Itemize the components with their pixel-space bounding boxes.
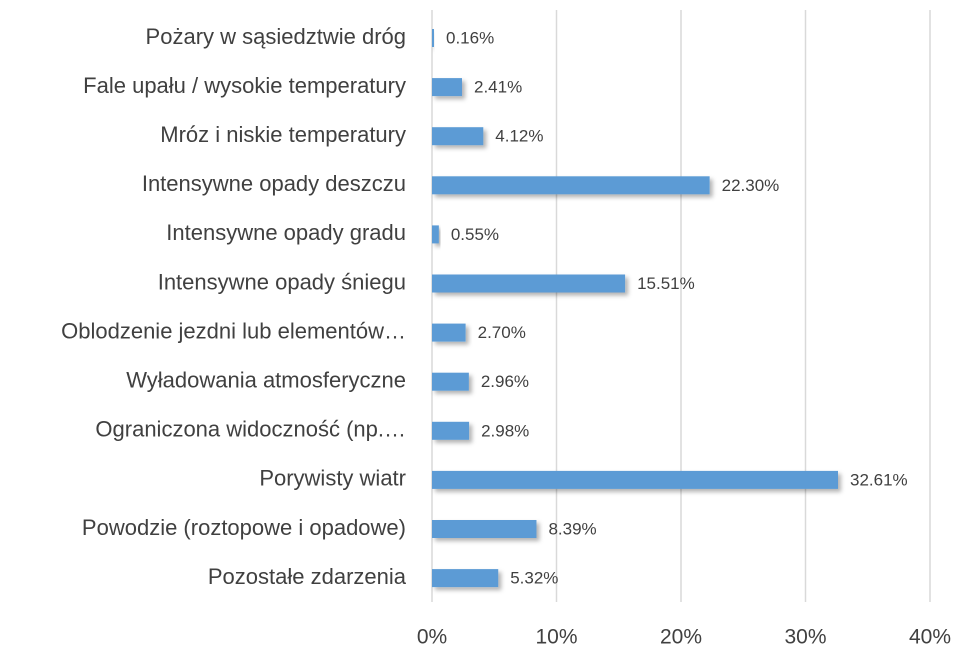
value-label: 22.30% — [722, 176, 780, 195]
bar — [432, 225, 439, 244]
bar — [432, 274, 626, 293]
value-label: 0.16% — [446, 28, 494, 47]
value-label: 2.96% — [481, 372, 529, 391]
bar — [432, 78, 463, 97]
y-tick-label: Intensywne opady gradu — [166, 220, 406, 245]
bar — [432, 323, 466, 342]
y-tick-label: Porywisty wiatr — [259, 466, 406, 491]
value-label: 0.55% — [451, 225, 499, 244]
x-tick-label: 0% — [417, 626, 447, 648]
y-tick-label: Powodzie (roztopowe i opadowe) — [82, 515, 406, 540]
x-tick-label: 10% — [535, 626, 577, 648]
y-tick-label: Ograniczona widoczność (np.… — [95, 417, 406, 442]
x-tick-label: 20% — [660, 626, 702, 648]
bar — [432, 470, 838, 489]
bar — [432, 520, 537, 538]
value-label: 2.70% — [478, 323, 526, 342]
y-tick-label: Mróz i niskie temperatury — [160, 122, 406, 147]
value-label: 2.41% — [474, 78, 522, 97]
y-tick-label: Wyładowania atmosferyczne — [126, 368, 406, 393]
y-tick-label: Fale upału / wysokie temperatury — [83, 73, 406, 98]
value-label: 2.98% — [481, 421, 529, 440]
bar — [432, 569, 499, 588]
y-tick-label: Pożary w sąsiedztwie dróg — [146, 24, 406, 49]
x-tick-label: 40% — [909, 626, 951, 648]
bar — [432, 29, 434, 47]
value-label: 5.32% — [510, 569, 558, 588]
value-label: 15.51% — [637, 274, 695, 293]
y-tick-label: Intensywne opady deszczu — [142, 171, 406, 196]
bar — [432, 421, 470, 440]
x-tick-label: 30% — [784, 626, 826, 648]
value-label: 8.39% — [548, 519, 596, 538]
y-tick-label: Pozostałe zdarzenia — [208, 564, 407, 589]
value-label: 4.12% — [495, 127, 543, 146]
bar — [432, 176, 710, 195]
y-tick-label: Intensywne opady śniegu — [158, 269, 406, 294]
y-tick-label: Oblodzenie jezdni lub elementów… — [61, 318, 406, 343]
value-label: 32.61% — [850, 470, 908, 489]
bar — [432, 372, 469, 391]
bar — [432, 127, 484, 146]
